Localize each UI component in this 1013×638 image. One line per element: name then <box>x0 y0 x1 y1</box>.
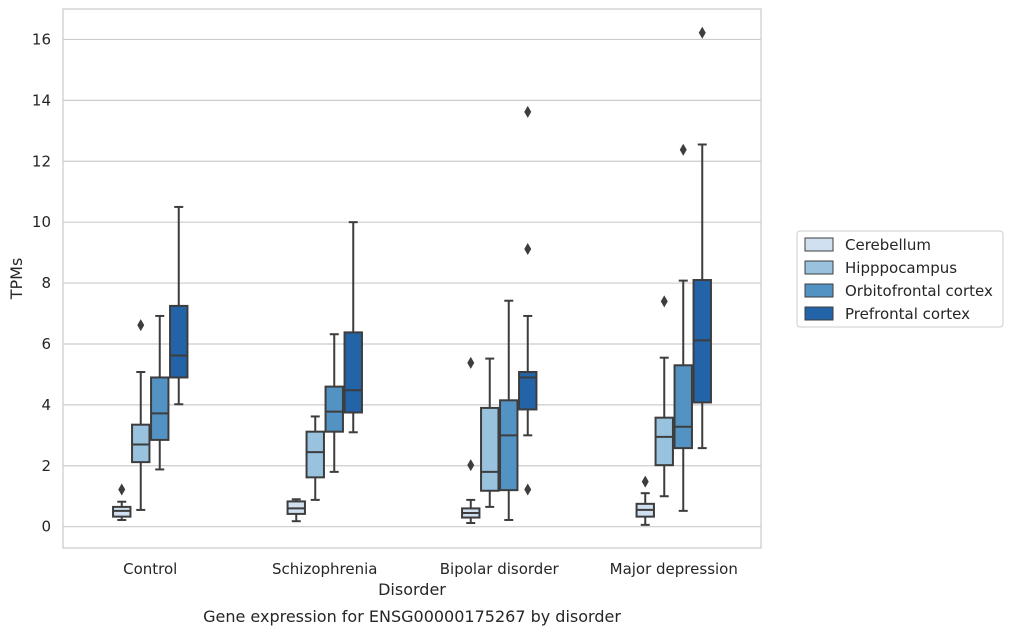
outlier-point <box>467 459 475 472</box>
chart-caption: Gene expression for ENSG00000175267 by d… <box>203 607 621 626</box>
legend-label: Cerebellum <box>845 236 931 254</box>
outlier-point <box>524 483 532 496</box>
box-group <box>112 483 132 521</box>
box-group <box>518 105 538 496</box>
box-group <box>150 314 170 471</box>
box-group <box>343 221 363 434</box>
iqr-box <box>169 304 189 379</box>
box-group <box>169 205 189 406</box>
outlier-point <box>524 242 532 255</box>
outlier-point <box>641 475 649 488</box>
x-axis-title: Disorder <box>378 580 446 599</box>
legend-label: Orbitofrontal cortex <box>845 282 993 300</box>
y-tick-label: 6 <box>41 335 51 353</box>
box-group <box>635 475 655 526</box>
iqr-box <box>305 430 325 479</box>
y-tick-labels: 0 2 4 6 8 10 12 14 16 <box>32 30 51 535</box>
legend-swatch <box>804 283 834 298</box>
outlier-point <box>524 105 532 118</box>
y-tick-label: 16 <box>32 30 51 48</box>
box-group <box>461 356 481 525</box>
plot-frame <box>62 8 762 549</box>
x-tick-labels: Control Schizophrenia Bipolar disorder Majo… <box>123 560 738 578</box>
box-group <box>499 299 519 521</box>
iqr-box <box>654 416 674 467</box>
box-series <box>112 26 712 526</box>
y-tick-label: 10 <box>32 213 51 231</box>
y-tick-label: 14 <box>32 91 51 109</box>
x-tick-label: Major depression <box>610 560 738 578</box>
x-tick-label: Control <box>123 560 177 578</box>
iqr-box <box>673 364 693 450</box>
legend-frame <box>796 230 1004 328</box>
iqr-box <box>324 385 344 433</box>
legend-items: Cerebellum Hipppocampus Orbitofrontal cort… <box>804 236 993 323</box>
box-group <box>131 319 151 511</box>
box-group <box>305 415 325 501</box>
outlier-point <box>698 26 706 39</box>
y-tick-label: 8 <box>41 274 51 292</box>
y-tick-label: 12 <box>32 152 51 170</box>
y-tick-label: 0 <box>41 518 51 536</box>
y-axis-title: TPMs <box>7 258 26 301</box>
iqr-box <box>499 399 519 492</box>
iqr-box <box>480 406 500 492</box>
box-group <box>324 333 344 473</box>
legend-swatch <box>804 306 834 321</box>
box-group <box>673 143 693 512</box>
box-group <box>692 26 712 450</box>
box-group <box>480 357 500 508</box>
x-tick-label: Schizophrenia <box>272 560 377 578</box>
box-group <box>286 498 306 523</box>
iqr-box <box>343 331 363 414</box>
box-group <box>654 295 674 498</box>
y-tick-label: 2 <box>41 457 51 475</box>
outlier-point <box>679 143 687 156</box>
outlier-point <box>660 295 668 308</box>
iqr-box <box>131 423 151 464</box>
outlier-point <box>467 356 475 369</box>
legend-label: Hipppocampus <box>845 259 957 277</box>
outlier-point <box>118 483 126 496</box>
iqr-box <box>150 376 170 441</box>
legend: Cerebellum Hipppocampus Orbitofrontal cort… <box>796 230 1004 328</box>
x-tick-label: Bipolar disorder <box>440 560 560 578</box>
iqr-box <box>518 370 538 411</box>
legend-swatch <box>804 260 834 275</box>
y-tick-label: 4 <box>41 396 51 414</box>
legend-swatch <box>804 237 834 252</box>
legend-label: Prefrontal cortex <box>845 305 970 323</box>
outlier-point <box>137 319 145 332</box>
